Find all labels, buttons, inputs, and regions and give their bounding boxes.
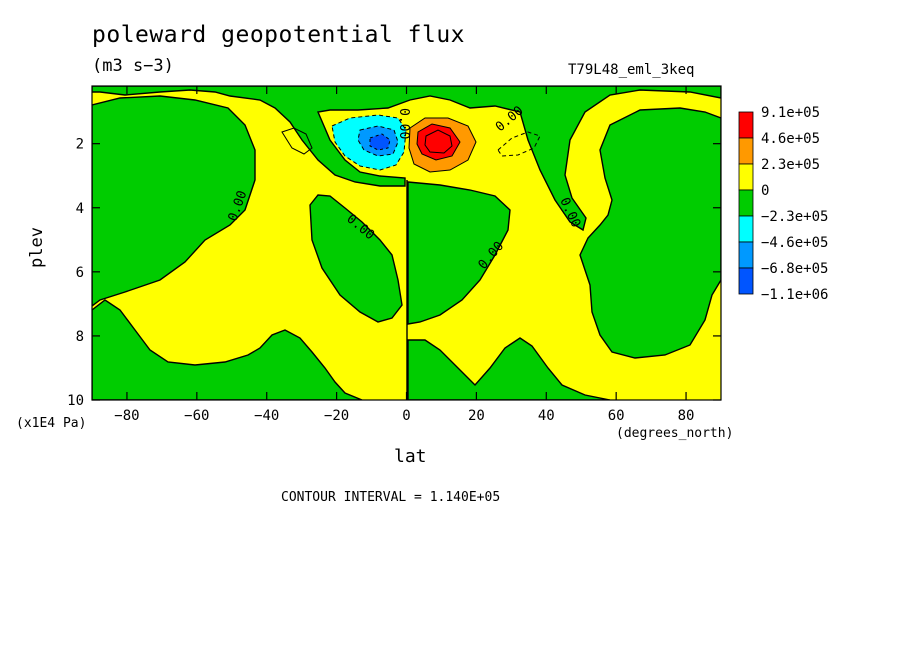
negative-region-inner-left bbox=[309, 194, 403, 323]
chart-units: (m3 s−3) bbox=[92, 56, 174, 76]
x-tick-label: 60 bbox=[608, 408, 625, 424]
solid-contour-35s bbox=[281, 127, 313, 155]
colorbar-swatch bbox=[738, 163, 754, 191]
plot-field bbox=[92, 86, 721, 400]
x-tick-label: 40 bbox=[538, 408, 555, 424]
negative-region-top bbox=[92, 86, 721, 232]
colorbar-label: 9.1e+05 bbox=[761, 105, 820, 121]
y-tick-label: 8 bbox=[76, 329, 84, 345]
colorbar-label: 0 bbox=[761, 183, 769, 199]
colorbar-swatch bbox=[738, 215, 754, 243]
colorbar-swatch bbox=[738, 241, 754, 269]
x-tick-label: −80 bbox=[114, 408, 139, 424]
y-tick-label: 2 bbox=[76, 137, 84, 153]
negative-region-bottom-right bbox=[407, 337, 611, 400]
negative-region-center-right bbox=[407, 181, 511, 325]
colorbar-label: 2.3e+05 bbox=[761, 157, 820, 173]
colorbar-swatch bbox=[738, 111, 754, 139]
x-axis-unit: (degrees_north) bbox=[616, 426, 734, 441]
y-tick-label: 10 bbox=[67, 393, 84, 409]
chart-title: poleward geopotential flux bbox=[92, 22, 466, 48]
x-tick-label: −40 bbox=[254, 408, 279, 424]
negative-core-inner bbox=[369, 133, 391, 151]
positive-core-mid bbox=[416, 123, 461, 161]
colorbar-swatch bbox=[738, 189, 754, 217]
y-axis-unit: (x1E4 Pa) bbox=[16, 416, 87, 431]
x-tick-label: 0 bbox=[402, 408, 410, 424]
case-name: T79L48_eml_3keq bbox=[568, 62, 695, 78]
x-tick-label: 20 bbox=[468, 408, 485, 424]
colorbar-label: −2.3e+05 bbox=[761, 209, 828, 225]
y-tick-label: 4 bbox=[76, 201, 84, 217]
colorbar: 9.1e+05 4.6e+05 2.3e+05 0 −2.3e+05 −4.6e+05 −6… bbox=[738, 105, 828, 303]
positive-core-ring bbox=[424, 129, 453, 154]
negative-region-right bbox=[579, 107, 721, 359]
x-tick-label: −20 bbox=[324, 408, 349, 424]
dashed-contour-30n bbox=[497, 131, 541, 157]
colorbar-label: −1.1e+06 bbox=[761, 287, 828, 303]
colorbar-swatch bbox=[738, 137, 754, 165]
colorbar-label: −4.6e+05 bbox=[761, 235, 828, 251]
colorbar-label: −6.8e+05 bbox=[761, 261, 828, 277]
negative-region-left bbox=[92, 95, 256, 307]
y-axis-ticks: 2 4 6 8 10 bbox=[67, 137, 721, 409]
colorbar-label: 4.6e+05 bbox=[761, 131, 820, 147]
x-tick-label: 80 bbox=[678, 408, 695, 424]
contour-interval: CONTOUR INTERVAL = 1.140E+05 bbox=[281, 490, 501, 505]
x-axis-label: lat bbox=[394, 446, 427, 467]
negative-region-bottom-left bbox=[92, 299, 363, 400]
x-axis-ticks: −80 −60 −40 −20 0 20 40 60 80 bbox=[114, 86, 694, 424]
contour-label: 0.00 bbox=[396, 108, 411, 139]
colorbar-swatch bbox=[738, 267, 754, 295]
x-tick-label: −60 bbox=[184, 408, 209, 424]
y-tick-label: 6 bbox=[76, 265, 84, 281]
